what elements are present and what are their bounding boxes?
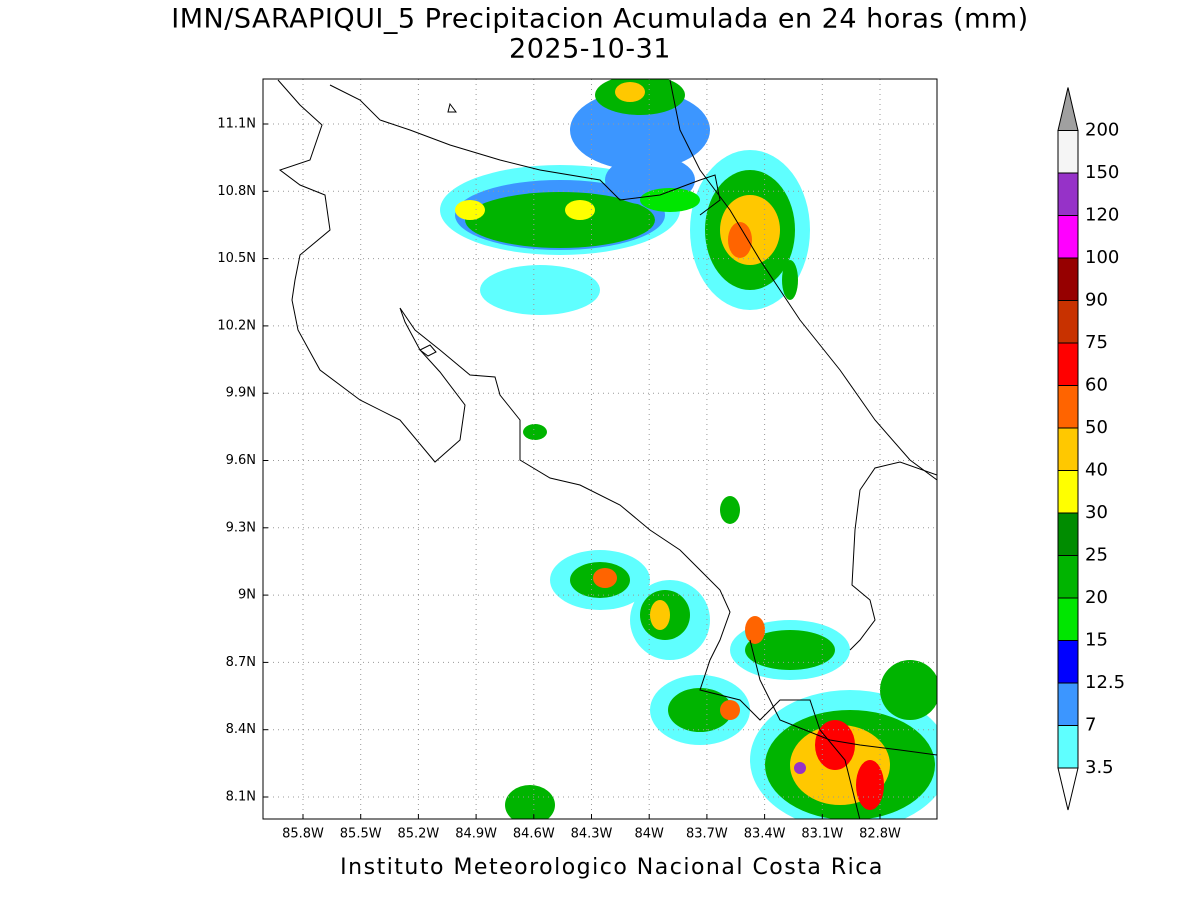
- precip-area: [728, 222, 752, 258]
- lon-tick-label: 83.1W: [801, 827, 843, 842]
- lon-tick-label: 84.6W: [513, 827, 555, 842]
- colorbar-segment: [1057, 385, 1079, 429]
- precip-area: [480, 265, 600, 315]
- colorbar-segment: [1057, 597, 1079, 641]
- lat-tick-label: 9.3N: [226, 520, 256, 535]
- lon-tick-label: 82.8W: [859, 827, 901, 842]
- subtitle: 2025-10-31: [509, 34, 671, 65]
- colorbar-label: 15: [1085, 630, 1108, 651]
- lon-tick-label: 84.3W: [571, 827, 613, 842]
- precip-area: [570, 90, 710, 170]
- colorbar-segment: [1057, 470, 1079, 514]
- island: [419, 344, 437, 357]
- precip-area: [640, 188, 700, 212]
- colorbar-segment: [1057, 725, 1079, 769]
- precip-area: [815, 720, 855, 770]
- precip-area: [455, 200, 485, 220]
- lat-tick-label: 9.9N: [226, 386, 256, 401]
- precip-area: [720, 496, 740, 524]
- coastline: [669, 79, 937, 481]
- precip-area: [668, 688, 732, 732]
- lat-tick-label: 10.5N: [217, 251, 256, 266]
- lat-tick-label: 8.4N: [226, 722, 256, 737]
- precip-area: [523, 424, 547, 440]
- colorbar-label: 200: [1085, 120, 1119, 141]
- colorbar-segment: [1057, 640, 1079, 684]
- coastlines: [277, 79, 937, 819]
- lat-tick-label: 11.1N: [217, 117, 256, 132]
- lat-tick-label: 9N: [238, 588, 256, 603]
- precip-area: [794, 762, 806, 774]
- colorbar-label: 25: [1085, 545, 1108, 566]
- coastline: [849, 461, 937, 651]
- precip-area: [505, 785, 555, 819]
- precip-area: [615, 82, 645, 102]
- colorbar-segment: [1057, 130, 1079, 174]
- colorbar-label: 3.5: [1085, 757, 1114, 778]
- footer: Instituto Meteorologico Nacional Costa R…: [340, 855, 884, 880]
- lat-tick-label: 8.1N: [226, 790, 256, 805]
- lon-tick-label: 84W: [634, 827, 664, 842]
- precip-area: [465, 192, 655, 248]
- colorbar-label: 30: [1085, 502, 1108, 523]
- lat-tick-label: 9.6N: [226, 453, 256, 468]
- map-frame: [262, 78, 938, 820]
- colorbar-under: [1057, 767, 1079, 811]
- colorbar-segment: [1057, 427, 1079, 471]
- lat-tick-label: 8.7N: [226, 655, 256, 670]
- colorbar-label: 90: [1085, 290, 1108, 311]
- precip-area: [782, 260, 798, 300]
- colorbar-segment: [1057, 512, 1079, 556]
- coastline: [277, 79, 861, 819]
- colorbar-segment: [1057, 215, 1079, 259]
- colorbar-label: 150: [1085, 162, 1119, 183]
- title: IMN/SARAPIQUI_5 Precipitacion Acumulada …: [171, 4, 1028, 35]
- lon-tick-label: 85.8W: [282, 827, 324, 842]
- colorbar-segment: [1057, 172, 1079, 216]
- precip-area: [720, 700, 740, 720]
- colorbar-label: 50: [1085, 417, 1108, 438]
- colorbar-label: 12.5: [1085, 672, 1125, 693]
- lon-tick-label: 85.2W: [397, 827, 439, 842]
- colorbar-segment: [1057, 257, 1079, 301]
- lon-tick-label: 83.7W: [686, 827, 728, 842]
- precip-area: [745, 616, 765, 644]
- precip-area: [593, 568, 617, 588]
- precip-field: [440, 79, 937, 819]
- precip-area: [745, 630, 835, 670]
- precip-area: [565, 200, 595, 220]
- lon-tick-label: 84.9W: [455, 827, 497, 842]
- border: [749, 639, 937, 756]
- colorbar-label: 20: [1085, 587, 1108, 608]
- lon-tick-label: 85.5W: [340, 827, 382, 842]
- colorbar-label: 60: [1085, 375, 1108, 396]
- colorbar-segment: [1057, 342, 1079, 386]
- precip-area: [650, 600, 670, 630]
- colorbar-label: 75: [1085, 332, 1108, 353]
- lat-tick-label: 10.2N: [217, 318, 256, 333]
- precip-area: [720, 195, 780, 265]
- colorbar-segment: [1057, 300, 1079, 344]
- colorbar-segment: [1057, 555, 1079, 599]
- precip-area: [880, 660, 937, 720]
- graticule: 85.8W 85.5W 85.2W 84.9W 84.6W 84.3W 84W 83.7W 83…: [217, 79, 937, 842]
- colorbar-label: 40: [1085, 460, 1108, 481]
- colorbar: 3.5 7 12.5 15 20 25 30 40 50 60 75 90 100 120 150 200: [1057, 87, 1125, 811]
- island: [447, 102, 457, 113]
- colorbar-label: 120: [1085, 205, 1119, 226]
- lat-tick-label: 10.8N: [217, 184, 256, 199]
- colorbar-segment: [1057, 682, 1079, 726]
- lon-tick-label: 83.4W: [744, 827, 786, 842]
- colorbar-over: [1057, 87, 1079, 131]
- colorbar-label: 100: [1085, 247, 1119, 268]
- coastline: [329, 84, 541, 171]
- colorbar-label: 7: [1085, 715, 1096, 736]
